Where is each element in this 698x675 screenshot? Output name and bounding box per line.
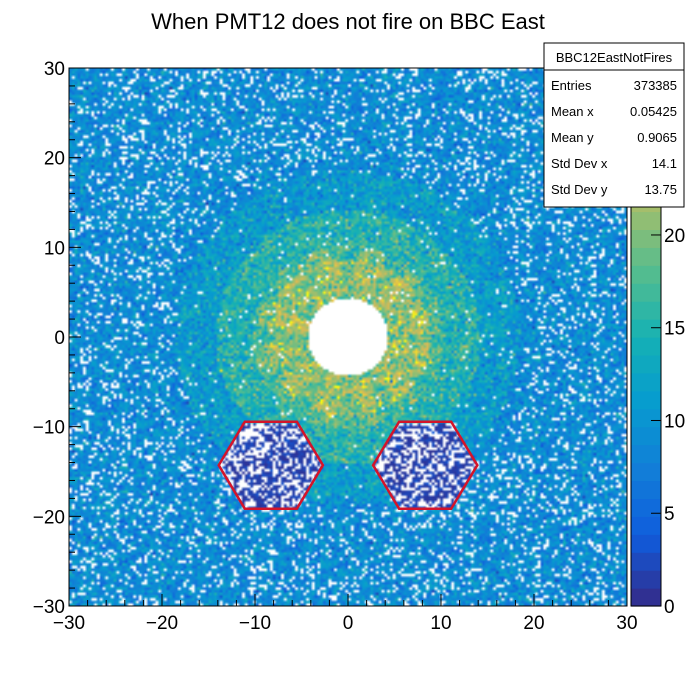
x-tick-label: −20	[146, 613, 178, 634]
colorbar-segment	[631, 283, 661, 302]
colorbar-segment	[631, 516, 661, 535]
y-tick-label: −10	[33, 418, 65, 439]
stats-label: Entries	[551, 78, 592, 93]
x-tick-label: 0	[343, 613, 354, 634]
colorbar-segment	[631, 534, 661, 553]
colorbar-segment	[631, 337, 661, 356]
stats-value: 0.05425	[630, 104, 677, 119]
colorbar-tick-label: 15	[664, 319, 685, 340]
colorbar-segment	[631, 588, 661, 607]
colorbar-segment	[631, 462, 661, 482]
stats-histogram-name: BBC12EastNotFires	[556, 50, 673, 65]
stats-label: Mean x	[551, 104, 594, 119]
x-tick-label: 10	[430, 613, 451, 634]
x-tick-label: −30	[53, 613, 85, 634]
colorbar-segment	[631, 372, 661, 392]
chart-title: When PMT12 does not fire on BBC East	[151, 9, 545, 34]
colorbar-tick-label: 5	[664, 504, 675, 525]
colorbar-segment	[631, 390, 661, 410]
x-tick-label: 20	[523, 613, 544, 634]
stats-label: Std Dev x	[551, 156, 608, 171]
colorbar-tick-label: 0	[664, 597, 675, 618]
colorbar-segment	[631, 444, 661, 464]
hexagon-overlay-1	[217, 420, 325, 510]
colorbar-segment	[631, 408, 661, 428]
colorbar-segment	[631, 552, 661, 571]
y-axis: −30 −20 −10 0 10 20 30	[33, 59, 81, 618]
colorbar-segment	[631, 354, 661, 374]
stats-label: Mean y	[551, 130, 594, 145]
hexagon-overlay-2	[371, 420, 479, 510]
y-tick-label: −30	[33, 597, 65, 618]
colorbar-tick-label: 20	[664, 226, 685, 247]
stats-value: 373385	[634, 78, 677, 93]
colorbar-segment	[631, 265, 661, 284]
colorbar-tick-label: 10	[664, 411, 685, 432]
heatmap-cells	[69, 68, 627, 606]
colorbar-segment	[631, 247, 661, 266]
y-tick-label: 30	[44, 59, 65, 80]
colorbar-segment	[631, 480, 661, 499]
colorbar-segment	[631, 570, 661, 589]
x-tick-label: 30	[616, 613, 637, 634]
stats-rows: Entries 373385 Mean x 0.05425 Mean y 0.9065 St…	[551, 78, 677, 197]
stats-value: 14.1	[652, 156, 677, 171]
colorbar-segment	[631, 211, 661, 230]
y-tick-label: 10	[44, 238, 65, 259]
colorbar-segment	[631, 426, 661, 446]
hexagon-overlays	[217, 420, 479, 510]
stats-box: BBC12EastNotFires Entries 373385 Mean x 0.0…	[543, 42, 685, 208]
y-tick-label: 0	[54, 328, 65, 349]
x-axis: −30 −20 −10 0 10 20 30	[53, 594, 638, 634]
stats-value: 13.75	[644, 182, 677, 197]
x-tick-label: −10	[239, 613, 271, 634]
colorbar-segment	[631, 498, 661, 517]
stats-label: Std Dev y	[551, 182, 608, 197]
colorbar-segment	[631, 319, 661, 338]
colorbar-segment	[631, 229, 661, 248]
colorbar-segment	[631, 301, 661, 320]
stats-value: 0.9065	[637, 130, 677, 145]
y-tick-label: 20	[44, 149, 65, 170]
y-tick-label: −20	[33, 507, 65, 528]
